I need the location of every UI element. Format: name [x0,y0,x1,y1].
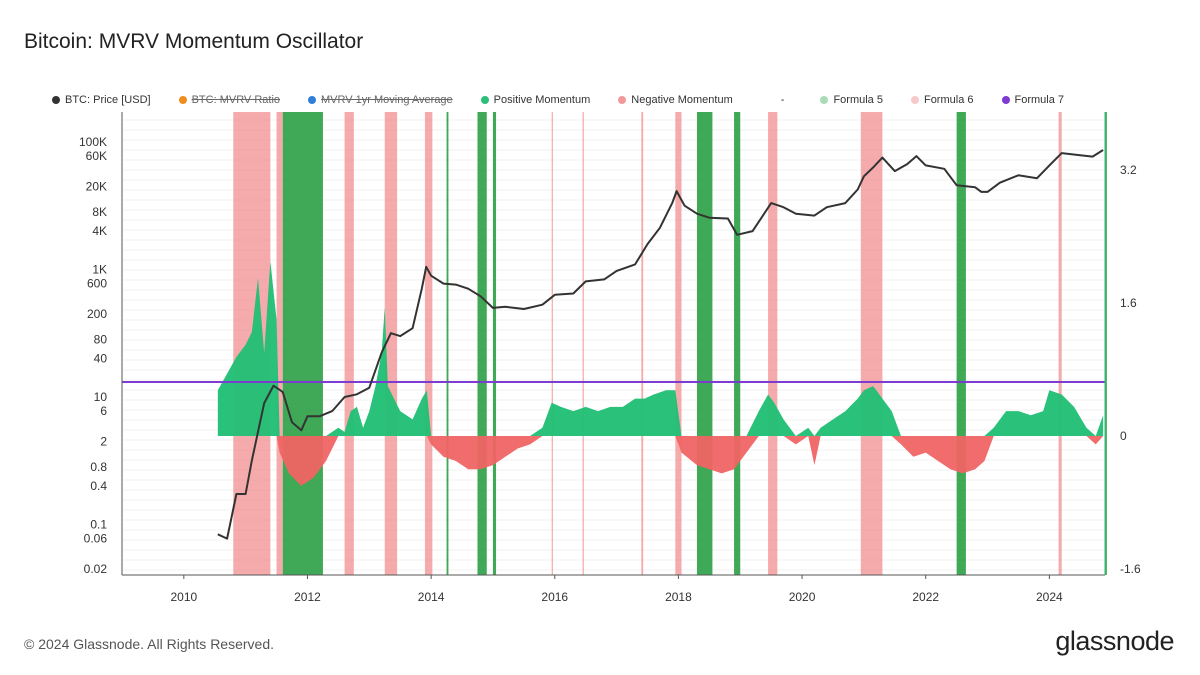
legend-label: Formula 6 [923,94,974,106]
legend-dot-mvrv-ratio [178,96,187,104]
negative-momentum-area [217,436,1104,486]
y-left-tick-label: 0.1 [90,517,107,531]
legend: BTC: Price [USD] BTC: MVRV Ratio MVRV 1y… [52,92,1092,108]
positive-signal-band [1105,112,1107,575]
y-left-tick-label: 200 [87,307,107,321]
negative-signal-band [276,112,283,575]
legend-label: Formula 7 [1014,94,1065,106]
legend-item-separator: - [781,94,785,106]
legend-item-positive-momentum[interactable]: Positive Momentum [480,94,591,106]
negative-signal-band [384,112,398,575]
negative-signal-band [344,112,354,575]
positive-signal-band [734,112,741,575]
y-right-tick-label: 3.2 [1120,163,1137,177]
y-left-tick-label: 0.02 [84,562,108,576]
negative-signal-band [1058,112,1062,575]
x-tick-label: 2012 [294,590,321,604]
legend-item-mvrv-ratio[interactable]: BTC: MVRV Ratio [178,94,281,106]
legend-dot-formula-7 [1001,96,1010,104]
negative-signal-band [551,112,553,575]
legend-dot-negative-momentum [618,96,627,104]
negative-signal-band [675,112,682,575]
positive-signal-band [282,112,323,575]
positive-signal-band [477,112,487,575]
y-left-tick-label: 0.8 [90,460,107,474]
legend-dot-positive-momentum [480,96,489,104]
positive-signal-band [696,112,713,575]
y-right-tick-label: 0 [1120,429,1127,443]
legend-label: Positive Momentum [493,94,591,106]
y-left-tick-label: 0.06 [84,532,108,546]
legend-item-mvrv-ma[interactable]: MVRV 1yr Moving Average [308,94,453,106]
y-left-tick-label: 6 [100,404,107,418]
legend-label: BTC: MVRV Ratio [191,94,281,106]
glassnode-logo: glassnode [1055,626,1174,656]
legend-label: Negative Momentum [631,94,733,106]
positive-signal-band [492,112,497,575]
price-line [217,149,1104,540]
legend-dot-btc-price [52,96,60,104]
legend-item-formula-7[interactable]: Formula 7 [1001,94,1065,106]
negative-signal-band [860,112,883,575]
y-left-tick-label: 40 [94,352,108,366]
copyright-footer: © 2024 Glassnode. All Rights Reserved. [24,636,275,652]
legend-label: - [780,94,785,106]
y-left-tick-label: 20K [86,180,107,194]
y-left-tick-label: 100K [79,135,107,149]
x-tick-label: 2022 [912,590,939,604]
negative-signal-band [768,112,778,575]
legend-label: BTC: Price [USD] [65,94,151,106]
signal-bands [233,112,1107,575]
negative-signal-band [641,112,644,575]
y-left-tick-label: 0.4 [90,479,107,493]
negative-signal-band [424,112,433,575]
chart-title: Bitcoin: MVRV Momentum Oscillator [24,30,364,53]
y-left-tick-label: 600 [87,277,107,291]
oscillator-area [217,261,1104,486]
negative-signal-band [582,112,584,575]
y-left-tick-label: 8K [92,205,107,219]
x-tick-label: 2018 [665,590,692,604]
x-tick-label: 2024 [1036,590,1063,604]
y-right-tick-label: 1.6 [1120,296,1137,310]
y-left-tick-label: 2 [100,435,107,449]
x-tick-label: 2016 [541,590,568,604]
legend-item-formula-5[interactable]: Formula 5 [820,94,883,106]
legend-item-negative-momentum[interactable]: Negative Momentum [618,94,733,106]
btc-price-line [217,149,1104,540]
legend-dot-formula-5 [820,96,829,104]
legend-item-btc-price[interactable]: BTC: Price [USD] [52,94,151,106]
positive-signal-band [956,112,966,575]
x-tick-labels: 2010 2012 2014 2016 2018 2020 2022 2024 [170,575,1063,604]
axes [121,112,1106,576]
legend-item-formula-6[interactable]: Formula 6 [910,94,974,106]
positive-momentum-area [217,261,1104,436]
legend-dot-formula-6 [910,96,919,104]
legend-label: Formula 5 [833,94,883,106]
y-left-tick-label: 4K [92,224,107,238]
x-tick-label: 2020 [789,590,816,604]
legend-label: MVRV 1yr Moving Average [321,94,453,106]
positive-signal-band [446,112,449,575]
x-tick-label: 2014 [418,590,445,604]
y-left-tick-label: 1K [92,262,107,276]
y-left-tick-label: 60K [86,149,107,163]
y-right-tick-label: -1.6 [1120,562,1141,576]
y-right-tick-labels: 3.2 1.6 0 -1.6 [1120,163,1141,576]
y-left-tick-label: 10 [94,390,108,404]
legend-dot-mvrv-ma [308,96,317,104]
x-tick-label: 2010 [170,590,197,604]
y-left-tick-labels: 100K60K20K8K4K1K600200804010620.80.40.10… [79,135,107,576]
y-left-tick-label: 80 [94,332,108,346]
